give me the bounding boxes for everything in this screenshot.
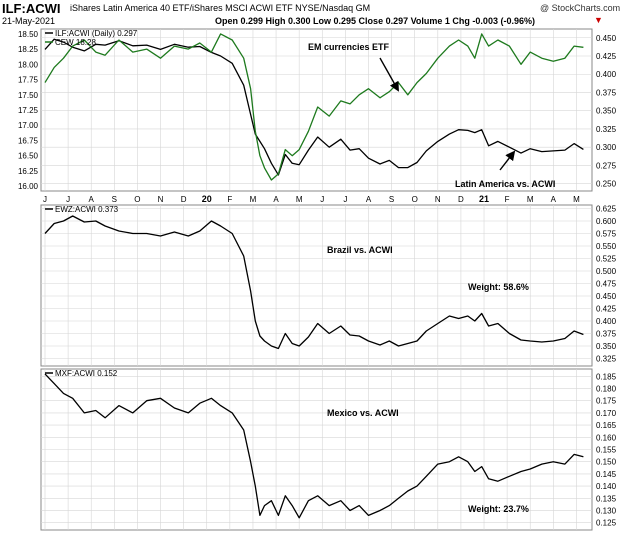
ewz-acwi-series-line xyxy=(44,215,584,350)
mxf-acwi-series-line xyxy=(44,373,584,519)
middle-tick-label: 0.525 xyxy=(596,255,617,264)
x-tick-label: S xyxy=(389,195,394,204)
bottom-tick-label: 0.155 xyxy=(596,446,617,455)
annotation-brazil-weight: Weight: 58.6% xyxy=(468,282,529,292)
top-left-tick-label: 16.75 xyxy=(18,136,39,145)
bottom-tick-label: 0.140 xyxy=(596,482,617,491)
bottom-tick-label: 0.180 xyxy=(596,385,617,394)
x-tick-label: O xyxy=(412,195,418,204)
top-left-tick-label: 16.00 xyxy=(18,182,39,191)
middle-tick-label: 0.575 xyxy=(596,230,617,239)
annotation-mexico-weight: Weight: 23.7% xyxy=(468,504,529,514)
x-tick-label: N xyxy=(435,195,441,204)
top-left-tick-label: 16.50 xyxy=(18,152,39,161)
bottom-tick-label: 0.145 xyxy=(596,470,617,479)
bottom-tick-label: 0.135 xyxy=(596,494,617,503)
top-right-tick-label: 0.425 xyxy=(596,52,617,61)
annotation-latin-america: Latin America vs. ACWI xyxy=(455,179,555,189)
x-tick-label: F xyxy=(227,195,232,204)
cew-series-line xyxy=(44,33,584,181)
bottom-tick-label: 0.165 xyxy=(596,421,617,430)
watermark-text: @ StockCharts.com xyxy=(540,3,621,13)
top-left-tick-label: 17.75 xyxy=(18,76,39,85)
legend-mxf-acwi: MXF:ACWI 0.152 xyxy=(55,369,118,378)
top-left-tick-label: 18.50 xyxy=(18,30,39,39)
middle-tick-label: 0.325 xyxy=(596,355,617,364)
bottom-tick-label: 0.170 xyxy=(596,409,617,418)
panel-frame-middle xyxy=(40,204,593,367)
x-tick-label: S xyxy=(112,195,117,204)
middle-tick-label: 0.625 xyxy=(596,205,617,214)
top-left-tick-label: 16.25 xyxy=(18,167,39,176)
annotation-em-currencies: EM currencies ETF xyxy=(308,42,390,52)
x-tick-label: J xyxy=(343,195,347,204)
chart-title: iShares Latin America 40 ETF/iShares MSC… xyxy=(70,3,371,13)
quote-down-marker: ▼ xyxy=(594,15,603,25)
bottom-tick-label: 0.160 xyxy=(596,433,617,442)
bottom-tick-label: 0.150 xyxy=(596,458,617,467)
x-tick-label: N xyxy=(158,195,164,204)
x-tick-label: J xyxy=(320,195,324,204)
x-tick-label: D xyxy=(181,195,187,204)
bottom-tick-label: 0.130 xyxy=(596,506,617,515)
middle-tick-label: 0.400 xyxy=(596,317,617,326)
arrow-latin-america xyxy=(499,150,516,171)
top-right-tick-label: 0.275 xyxy=(596,161,617,170)
x-tick-label: F xyxy=(505,195,510,204)
chart-date: 21-May-2021 xyxy=(2,16,56,26)
x-tick-label: J xyxy=(66,195,70,204)
middle-tick-label: 0.450 xyxy=(596,292,617,301)
legend-cew: CEW 18.28 xyxy=(55,38,96,47)
top-left-tick-label: 18.00 xyxy=(18,60,39,69)
chart-symbol: ILF:ACWI xyxy=(2,1,61,16)
bottom-tick-label: 0.185 xyxy=(596,372,617,381)
x-tick-label: A xyxy=(551,195,557,204)
middle-tick-label: 0.375 xyxy=(596,330,617,339)
bottom-tick-label: 0.175 xyxy=(596,397,617,406)
x-tick-label: J xyxy=(43,195,47,204)
top-right-tick-label: 0.450 xyxy=(596,34,617,43)
x-tick-label: M xyxy=(527,195,534,204)
top-right-tick-label: 0.375 xyxy=(596,88,617,97)
x-tick-label: M xyxy=(296,195,303,204)
top-left-tick-label: 17.50 xyxy=(18,91,39,100)
x-tick-label: M xyxy=(573,195,580,204)
top-left-tick-label: 18.25 xyxy=(18,45,39,54)
top-left-tick-label: 17.25 xyxy=(18,106,39,115)
x-tick-label: 20 xyxy=(202,194,212,204)
top-right-tick-label: 0.250 xyxy=(596,180,617,189)
x-tick-label: A xyxy=(273,195,279,204)
top-left-tick-label: 17.00 xyxy=(18,121,39,130)
middle-tick-label: 0.475 xyxy=(596,280,617,289)
annotation-mexico: Mexico vs. ACWI xyxy=(327,408,399,418)
legend-ilf-acwi: ILF:ACWI (Daily) 0.297 xyxy=(55,29,138,38)
top-right-tick-label: 0.325 xyxy=(596,125,617,134)
legend-ewz-acwi: EWZ:ACWI 0.373 xyxy=(55,205,119,214)
top-right-tick-label: 0.400 xyxy=(596,70,617,79)
x-tick-label: M xyxy=(250,195,257,204)
x-tick-label: A xyxy=(366,195,372,204)
x-tick-label: O xyxy=(134,195,140,204)
annotation-brazil: Brazil vs. ACWI xyxy=(327,245,393,255)
ilf-acwi-series-line xyxy=(44,38,584,176)
top-right-tick-label: 0.300 xyxy=(596,143,617,152)
x-tick-label: 21 xyxy=(479,194,489,204)
middle-tick-label: 0.425 xyxy=(596,305,617,314)
middle-tick-label: 0.350 xyxy=(596,342,617,351)
arrow-em-currencies xyxy=(379,57,399,92)
bottom-tick-label: 0.125 xyxy=(596,519,617,528)
middle-tick-label: 0.600 xyxy=(596,217,617,226)
middle-tick-label: 0.500 xyxy=(596,267,617,276)
x-tick-label: D xyxy=(458,195,464,204)
middle-tick-label: 0.550 xyxy=(596,242,617,251)
quote-summary: Open 0.299 High 0.300 Low 0.295 Close 0.… xyxy=(215,16,535,26)
x-tick-label: A xyxy=(89,195,95,204)
top-right-tick-label: 0.350 xyxy=(596,107,617,116)
